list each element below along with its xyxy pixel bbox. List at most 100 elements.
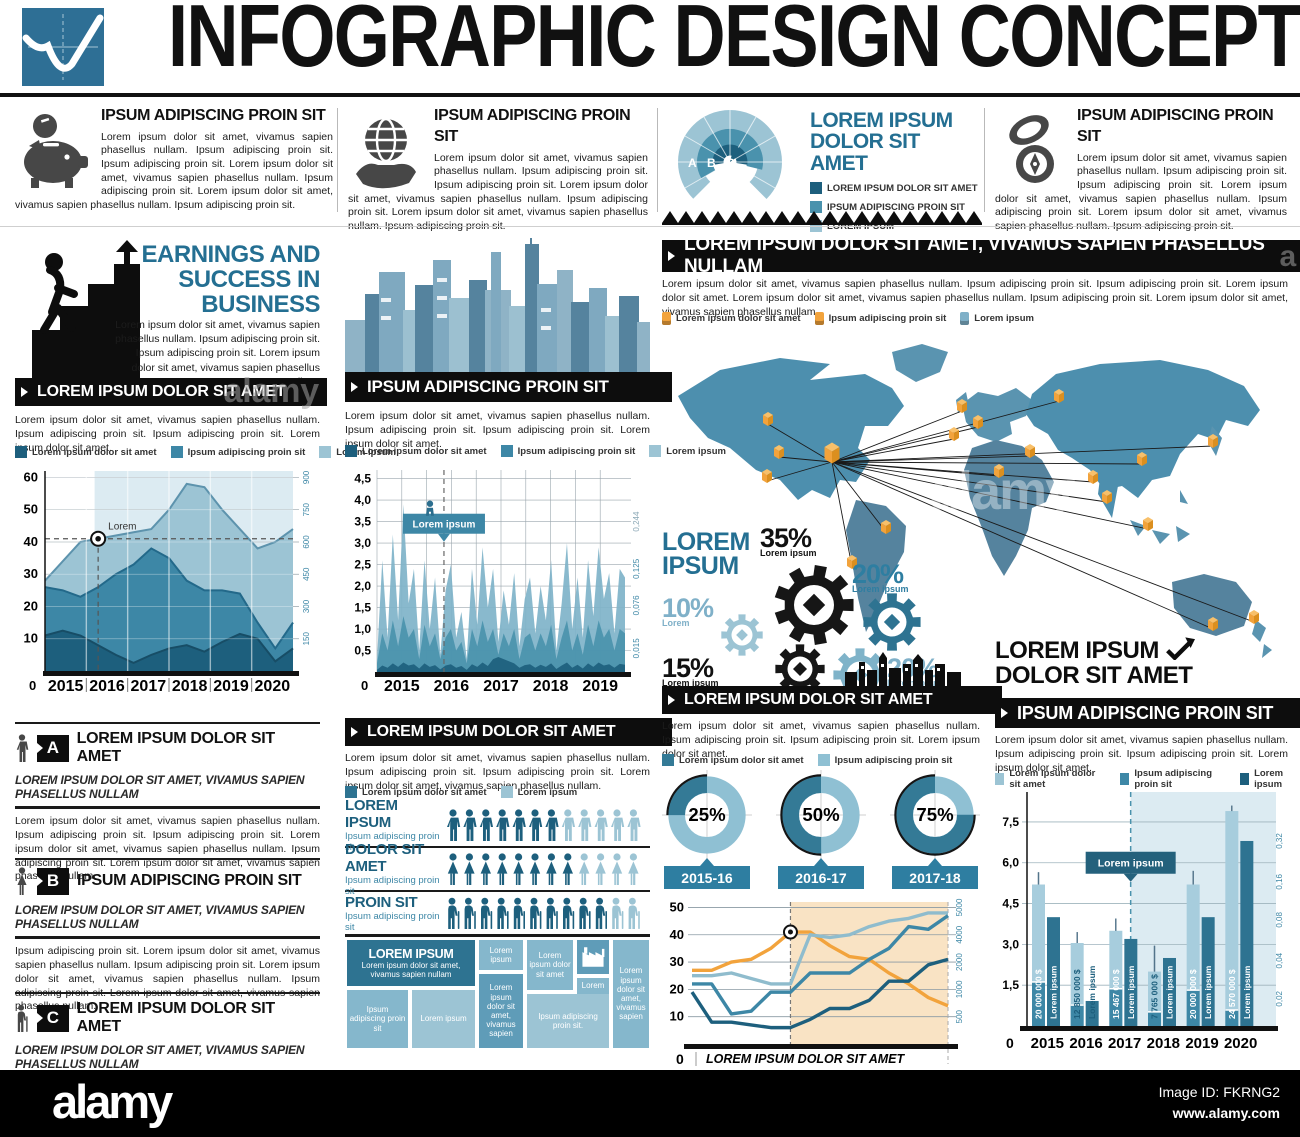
svg-text:300: 300 <box>302 599 311 613</box>
divider <box>984 108 985 212</box>
svg-text:50: 50 <box>24 502 38 517</box>
section-text: Lorem ipsum dolor sit amet, vivamus sapi… <box>15 815 320 883</box>
divider <box>15 806 320 809</box>
svg-text:0,32: 0,32 <box>1275 833 1284 849</box>
col1-ribbon: LOREM IPSUM DOLOR SIT AMET alamy <box>15 372 327 410</box>
people-row: PROIN SIT Ipsum adipiscing proin sit <box>345 892 650 937</box>
section-subtitle: LOREM IPSUM DOLOR SIT AMET, VIVAMUS SAPI… <box>15 773 305 801</box>
svg-text:0: 0 <box>1006 1035 1014 1051</box>
svg-text:0,076: 0,076 <box>632 595 641 616</box>
svg-text:450: 450 <box>302 567 311 581</box>
info-box-2: IPSUM ADIPISCING PROIN SIT Lorem ipsum d… <box>348 106 648 232</box>
svg-text:500: 500 <box>955 1009 964 1023</box>
legend-item: Lorem ipsum <box>960 312 1034 325</box>
svg-text:3,0: 3,0 <box>354 536 371 550</box>
col2-para-top: Lorem ipsum dolor sit amet, vivamus sapi… <box>345 410 650 450</box>
svg-text:2000: 2000 <box>955 953 964 971</box>
svg-text:4000: 4000 <box>955 925 964 943</box>
header-divider <box>0 93 1300 97</box>
svg-text:20 000 000 $: 20 000 000 $ <box>1034 969 1044 1019</box>
svg-text:40: 40 <box>24 534 38 549</box>
svg-text:1,5: 1,5 <box>1002 978 1019 992</box>
mosaic-flow-diagram: LOREM IPSUM Lorem ipsum dolor sit amet, v… <box>347 940 649 1048</box>
svg-text:50: 50 <box>670 899 684 914</box>
gear-stat: 20%Lorem ipsum <box>852 559 909 594</box>
svg-text:Lorem ipsum: Lorem ipsum <box>1203 965 1213 1019</box>
legend-item: Ipsum adipiscing proin sit <box>170 446 305 458</box>
svg-text:20 000 000 $: 20 000 000 $ <box>1188 969 1198 1019</box>
svg-text:20: 20 <box>670 981 684 996</box>
svg-text:Lorem ipsum: Lorem ipsum <box>1098 858 1164 870</box>
svg-text:0,04: 0,04 <box>1275 952 1284 968</box>
svg-text:0: 0 <box>29 678 36 693</box>
map-para: Lorem ipsum dolor sit amet, vivamus sapi… <box>662 278 1288 318</box>
svg-text:Lorem ipsum: Lorem ipsum <box>1087 965 1097 1019</box>
section-subtitle: LOREM IPSUM DOLOR SIT AMET, VIVAMUS SAPI… <box>15 903 305 931</box>
people-row: LOREM IPSUM Ipsum adipiscing proin sit <box>345 797 650 853</box>
spiky-area-chart: Lorem ipsum 0,5 1,0 1,5 2,0 2,5 3,0 3,5 4,0 4,5 0 2… <box>354 470 641 695</box>
alamy-url: www.alamy.com <box>1172 1105 1280 1121</box>
man-icon <box>16 734 29 762</box>
legend-item: Lorem ipsum dolor sit amet <box>15 446 157 458</box>
people-icons <box>445 807 645 843</box>
donut-tag: 2015-16 <box>664 858 750 889</box>
people-row-title: PROIN SIT <box>345 893 418 911</box>
alamy-logo: alamy <box>52 1075 173 1128</box>
svg-text:0,244: 0,244 <box>632 511 641 532</box>
info-box-text: Lorem ipsum dolor sit amet, vivamus sapi… <box>15 130 333 211</box>
globe-hand-icon <box>356 117 416 189</box>
section-b: B IPSUM ADIPISCING PROIN SIT LOREM IPSUM… <box>15 858 320 1014</box>
svg-text:2016: 2016 <box>434 678 470 695</box>
svg-text:2019: 2019 <box>582 678 618 695</box>
area-chart-legend: Lorem ipsum dolor sit amet Ipsum adipisci… <box>15 446 396 458</box>
donut-ribbon: LOREM IPSUM DOLOR SIT AMET <box>662 686 1002 714</box>
svg-text:900: 900 <box>302 470 311 484</box>
col2-para-people: Lorem ipsum dolor sit amet, vivamus sapi… <box>345 752 650 792</box>
svg-text:LOREM IPSUM DOLOR SIT AMET: LOREM IPSUM DOLOR SIT AMET <box>706 1052 906 1066</box>
svg-text:4,5: 4,5 <box>354 472 371 486</box>
info-box-title: LOREM IPSUM DOLOR SIT AMET <box>810 109 953 175</box>
legend-item: Lorem ipsum <box>500 786 577 798</box>
gears-title: LOREM IPSUM <box>662 528 750 580</box>
col4-ribbon: IPSUM ADIPISCING PROIN SIT <box>995 698 1300 728</box>
section-letter-badge: A <box>37 734 69 762</box>
mosaic-cell: Lorem ipsum <box>412 990 475 1048</box>
svg-text:2017: 2017 <box>483 678 519 695</box>
legend-item: Lorem ipsum dolor sit amet <box>662 312 801 325</box>
legend-item: LOREM IPSUM DOLOR SIT AMET <box>810 182 978 195</box>
gears-infographic: LOREM IPSUM 35% Lorem ipsum 20% Lorem ipsu… <box>662 525 997 700</box>
trend-arrow-icon <box>1166 637 1196 660</box>
legend-item: Lorem ipsum dolor sit amet <box>345 445 487 457</box>
svg-text:2020: 2020 <box>1224 1035 1257 1052</box>
svg-text:0,5: 0,5 <box>354 644 371 658</box>
col2-ribbon-people: LOREM IPSUM DOLOR SIT AMET <box>345 718 672 746</box>
map-ribbon: LOREM IPSUM DOLOR SIT AMET, VIVAMUS SAPI… <box>662 234 1300 277</box>
legend-item: Ipsum adipiscing proin sit <box>1120 768 1226 790</box>
svg-text:2015: 2015 <box>384 678 420 695</box>
watermark: a <box>1279 240 1297 273</box>
svg-text:1,5: 1,5 <box>354 601 371 615</box>
svg-text:2017: 2017 <box>131 678 167 695</box>
svg-text:2018: 2018 <box>1147 1035 1180 1052</box>
legend-item: Ipsum adipiscing proin sit <box>814 312 946 325</box>
svg-text:2015: 2015 <box>1031 1035 1064 1052</box>
section-title: LOREM IPSUM DOLOR SIT AMET <box>76 1000 275 1035</box>
legend-item: Lorem ipsum dolor sit amet <box>995 768 1106 790</box>
svg-text:2,5: 2,5 <box>354 558 371 572</box>
svg-text:Lorem ipsum: Lorem ipsum <box>413 520 476 531</box>
grouped-bar-chart: 20 000 000 $ Lorem ipsum 2015 12 850 000 $ L… <box>1002 792 1284 1052</box>
mosaic-cell: Lorem ipsum dolor sit amet <box>527 940 573 990</box>
bar-chart-legend: Lorem ipsum dolor sit amet Ipsum adipisci… <box>995 768 1300 790</box>
info-box-title: IPSUM ADIPISCING PROIN SIT <box>434 107 631 145</box>
mini-skyline-graphic <box>845 652 961 686</box>
divider <box>337 108 338 212</box>
spiky-chart-legend: Lorem ipsum dolor sit amet Ipsum adipisci… <box>345 445 726 457</box>
mosaic-cell: Lorem ipsum <box>479 940 523 970</box>
mosaic-cell: LOREM IPSUM Lorem ipsum dolor sit amet, v… <box>347 940 475 986</box>
svg-text:1000: 1000 <box>955 980 964 998</box>
info-box-text: Lorem ipsum dolor sit amet, vivamus sapi… <box>348 151 648 232</box>
svg-text:750: 750 <box>302 502 311 516</box>
donut-tag: 2016-17 <box>778 858 864 889</box>
